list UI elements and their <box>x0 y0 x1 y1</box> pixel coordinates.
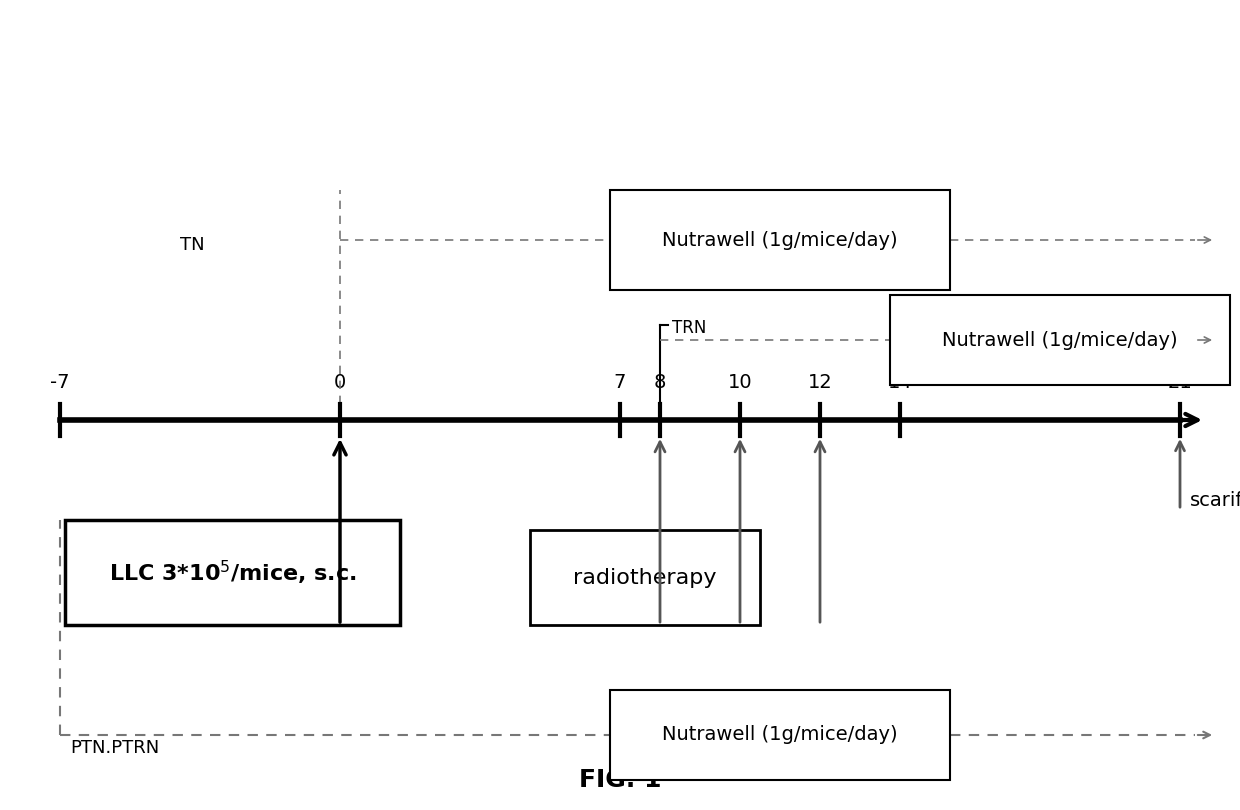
Text: LLC 3*10$^5$/mice, s.c.: LLC 3*10$^5$/mice, s.c. <box>109 558 356 586</box>
Bar <box>64 520 401 625</box>
Bar <box>890 295 1230 385</box>
Text: TRN: TRN <box>672 319 707 337</box>
Bar <box>529 530 760 625</box>
Bar <box>610 690 950 780</box>
Text: 0: 0 <box>334 373 346 392</box>
Text: FIG. 1: FIG. 1 <box>579 768 661 792</box>
Text: Nutrawell (1g/mice/day): Nutrawell (1g/mice/day) <box>942 330 1178 349</box>
Text: -7: -7 <box>51 373 69 392</box>
Text: 21: 21 <box>1168 373 1193 392</box>
Text: 14: 14 <box>888 373 913 392</box>
Bar <box>610 190 950 290</box>
Text: Nutrawell (1g/mice/day): Nutrawell (1g/mice/day) <box>662 231 898 249</box>
Text: 12: 12 <box>807 373 832 392</box>
Text: 8: 8 <box>653 373 666 392</box>
Text: radiotherapy: radiotherapy <box>573 568 717 587</box>
Text: PTN.PTRN: PTN.PTRN <box>69 739 159 757</box>
Text: 10: 10 <box>728 373 753 392</box>
Text: 7: 7 <box>614 373 626 392</box>
Text: scarify: scarify <box>1190 491 1240 510</box>
Text: Nutrawell (1g/mice/day): Nutrawell (1g/mice/day) <box>662 726 898 744</box>
Text: TN: TN <box>180 236 205 254</box>
